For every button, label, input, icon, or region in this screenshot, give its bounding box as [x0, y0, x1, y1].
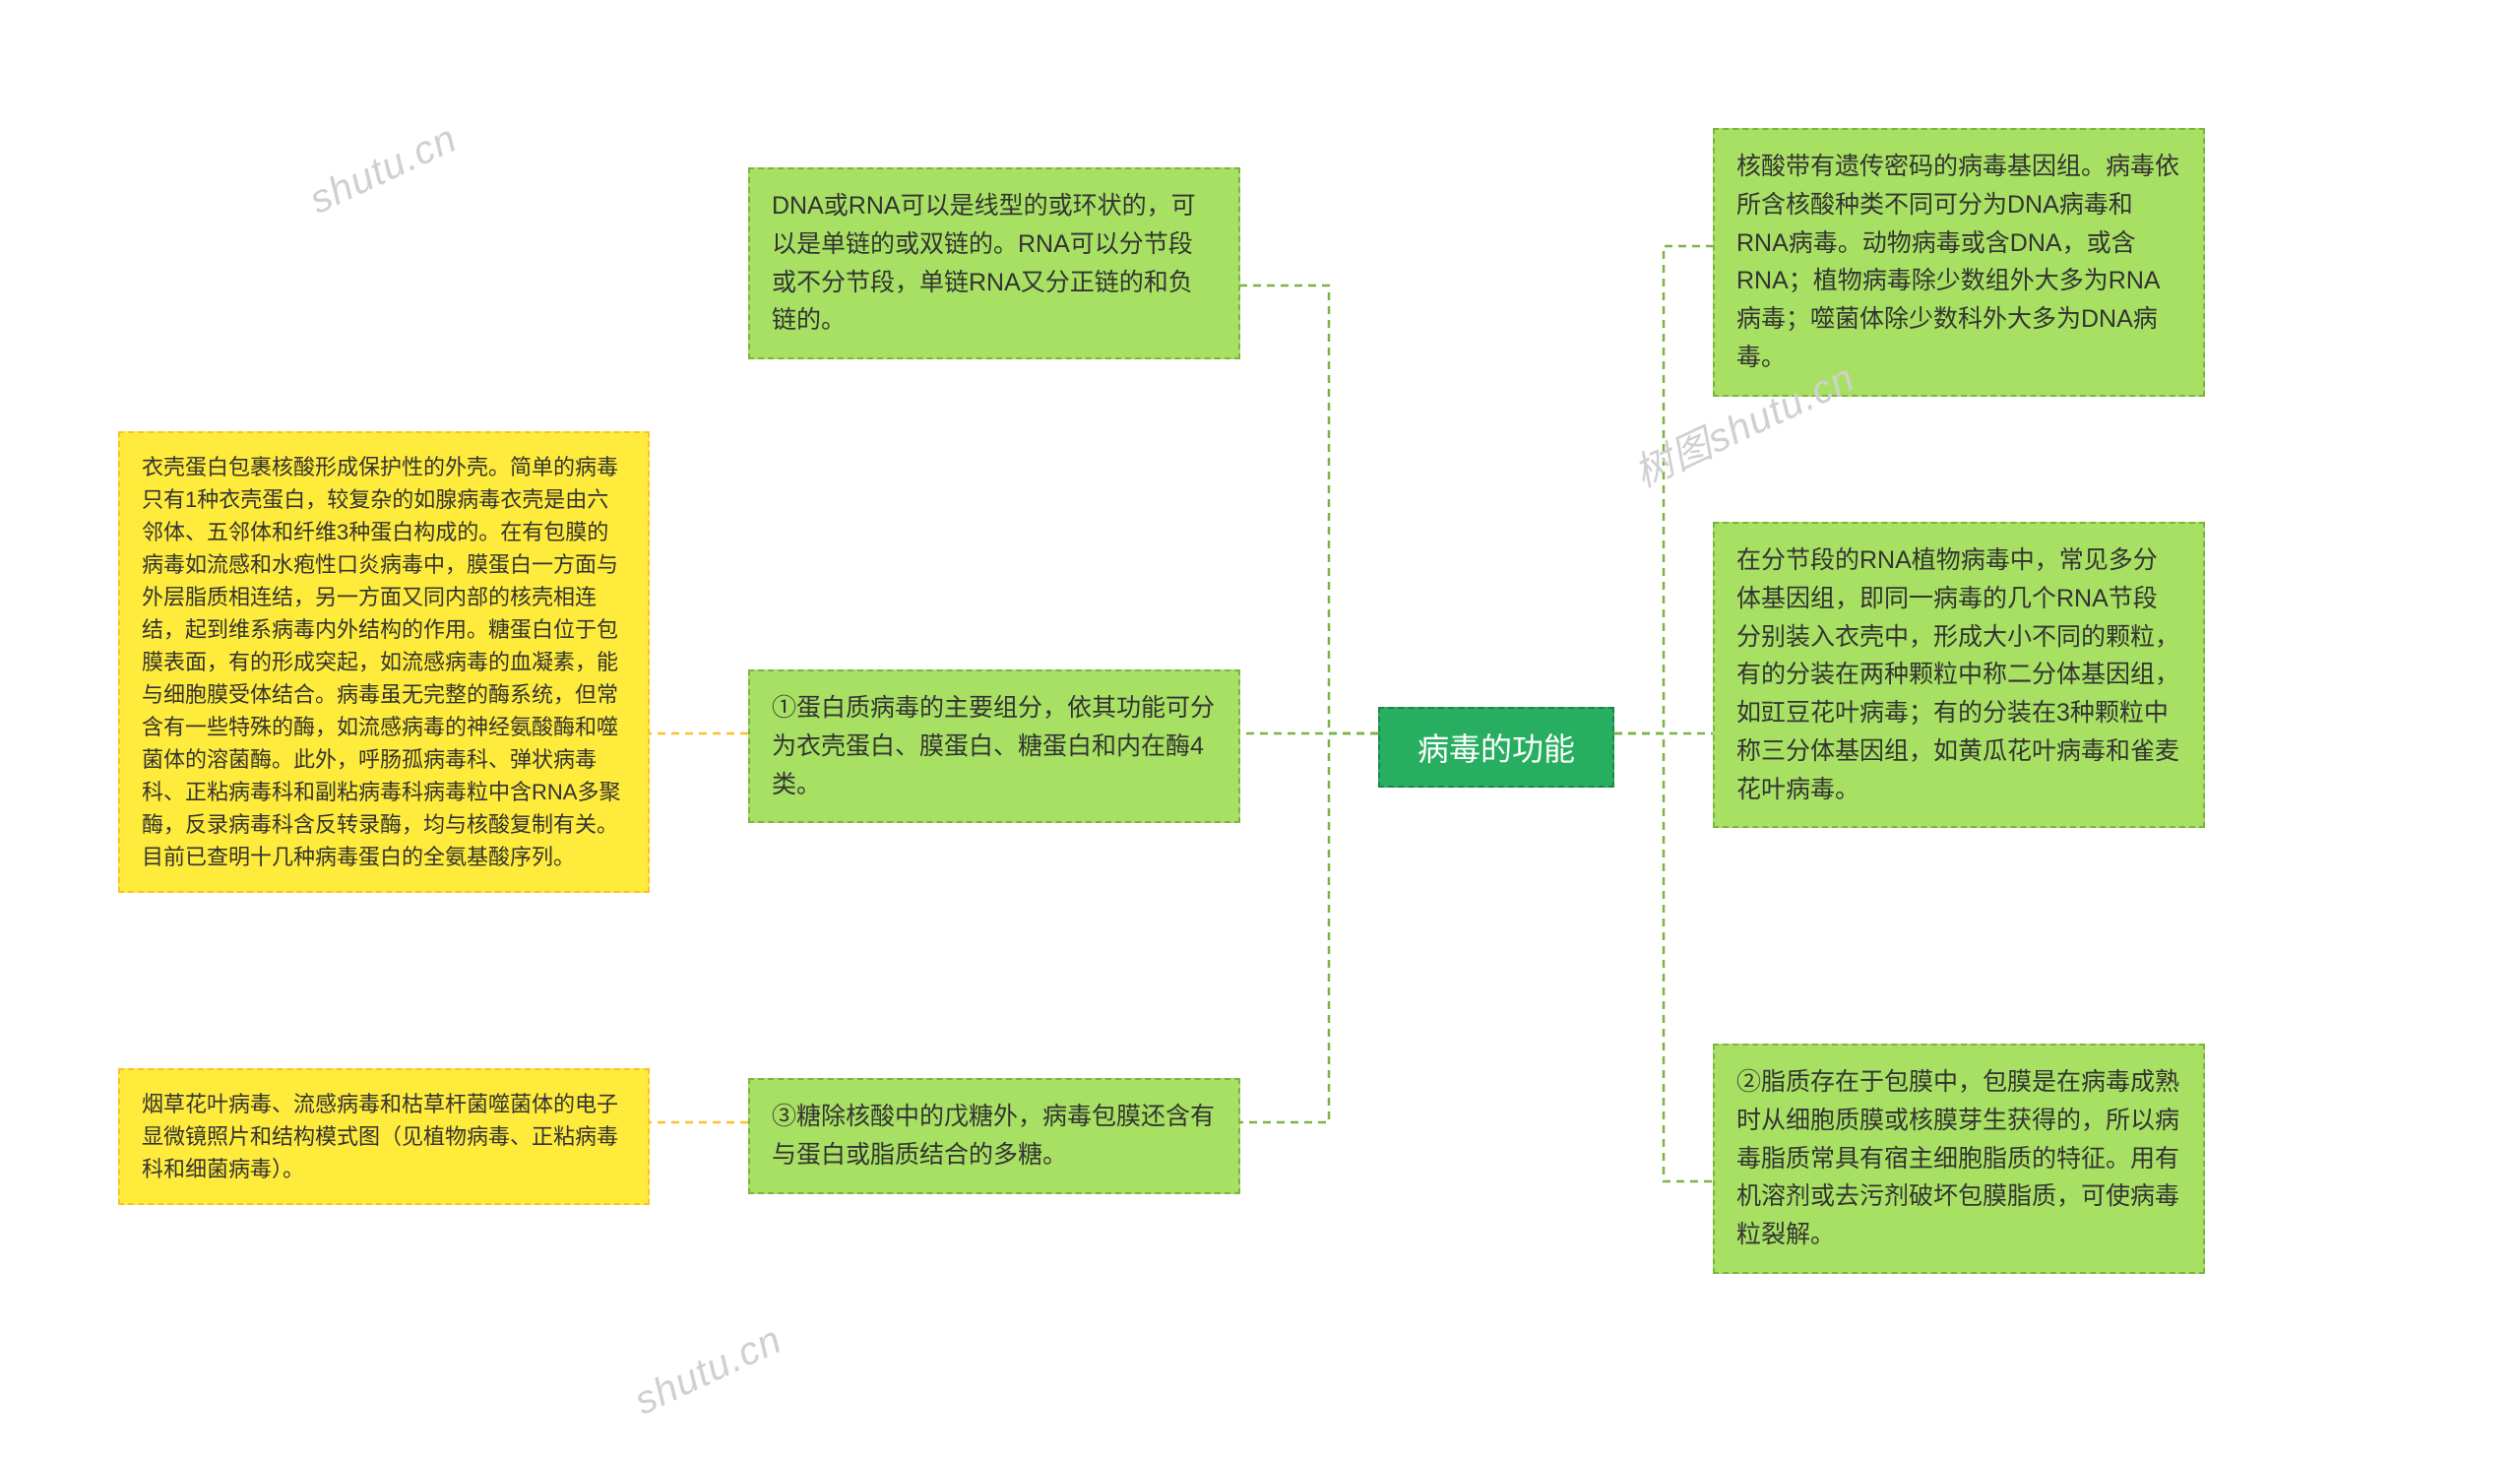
node-text: 核酸带有遗传密码的病毒基因组。病毒依所含核酸种类不同可分为DNA病毒和RNA病毒… [1736, 153, 2179, 371]
node-left-top: DNA或RNA可以是线型的或环状的，可以是单链的或双链的。RNA可以分节段或不分… [748, 167, 1240, 359]
node-text: ③糖除核酸中的戊糖外，病毒包膜还含有与蛋白或脂质结合的多糖。 [772, 1103, 1215, 1169]
node-left-mid: ①蛋白质病毒的主要组分，依其功能可分为衣壳蛋白、膜蛋白、糖蛋白和内在酶4类。 [748, 669, 1240, 823]
node-text: 衣壳蛋白包裹核酸形成保护性的外壳。简单的病毒只有1种衣壳蛋白，较复杂的如腺病毒衣… [142, 455, 620, 869]
node-right-bot: ②脂质存在于包膜中，包膜是在病毒成熟时从细胞质膜或核膜芽生获得的，所以病毒脂质常… [1713, 1044, 2205, 1274]
watermark: shutu.cn [303, 116, 464, 222]
node-far-left-bot: 烟草花叶病毒、流感病毒和枯草杆菌噬菌体的电子显微镜照片和结构模式图（见植物病毒、… [118, 1068, 650, 1205]
node-left-bot: ③糖除核酸中的戊糖外，病毒包膜还含有与蛋白或脂质结合的多糖。 [748, 1078, 1240, 1194]
center-node: 病毒的功能 [1378, 707, 1614, 788]
node-far-left-top: 衣壳蛋白包裹核酸形成保护性的外壳。简单的病毒只有1种衣壳蛋白，较复杂的如腺病毒衣… [118, 431, 650, 893]
node-text: 在分节段的RNA植物病毒中，常见多分体基因组，即同一病毒的几个RNA节段分别装入… [1736, 546, 2179, 803]
node-text: ②脂质存在于包膜中，包膜是在病毒成熟时从细胞质膜或核膜芽生获得的，所以病毒脂质常… [1736, 1068, 2179, 1248]
node-text: ①蛋白质病毒的主要组分，依其功能可分为衣壳蛋白、膜蛋白、糖蛋白和内在酶4类。 [772, 694, 1215, 798]
node-right-mid: 在分节段的RNA植物病毒中，常见多分体基因组，即同一病毒的几个RNA节段分别装入… [1713, 522, 2205, 828]
node-text: 烟草花叶病毒、流感病毒和枯草杆菌噬菌体的电子显微镜照片和结构模式图（见植物病毒、… [142, 1092, 618, 1181]
watermark: shutu.cn [628, 1317, 788, 1424]
center-label: 病毒的功能 [1418, 731, 1575, 767]
node-text: DNA或RNA可以是线型的或环状的，可以是单链的或双链的。RNA可以分节段或不分… [772, 192, 1196, 334]
node-right-top: 核酸带有遗传密码的病毒基因组。病毒依所含核酸种类不同可分为DNA病毒和RNA病毒… [1713, 128, 2205, 397]
